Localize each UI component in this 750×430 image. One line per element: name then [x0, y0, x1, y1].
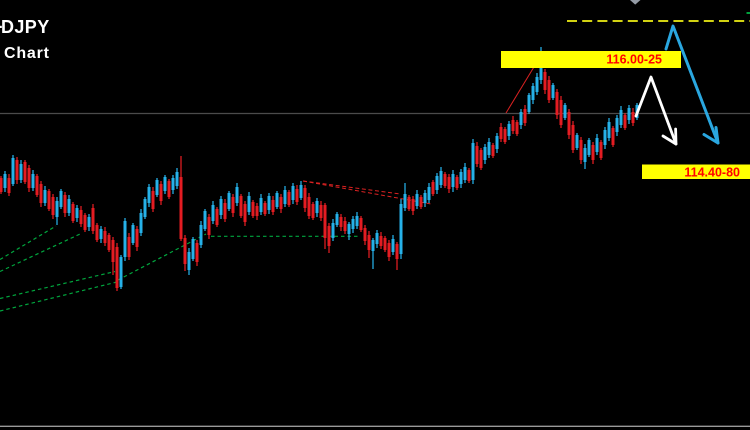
svg-text:114.40-80: 114.40-80 [684, 165, 740, 179]
svg-text:116.00-25: 116.00-25 [606, 53, 662, 67]
